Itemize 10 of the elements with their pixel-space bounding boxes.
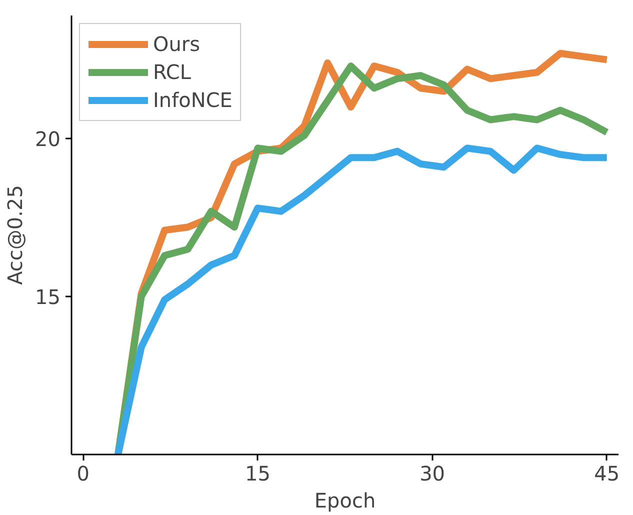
x-tick-label: 45	[594, 462, 620, 486]
legend-label: RCL	[153, 60, 192, 84]
x-tick-label: 0	[76, 462, 90, 486]
legend-label: InfoNCE	[153, 88, 232, 112]
y-tick-label: 20	[35, 127, 61, 152]
x-tick-label: 30	[420, 462, 446, 486]
y-axis-title: Acc@0.25	[3, 185, 28, 285]
x-tick-label: 15	[244, 462, 270, 486]
legend-label: Ours	[153, 32, 200, 56]
x-axis-title: Epoch	[314, 488, 376, 512]
